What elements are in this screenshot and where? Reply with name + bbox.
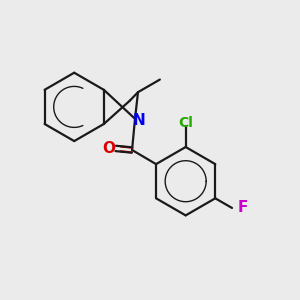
Text: F: F bbox=[237, 200, 248, 215]
Text: N: N bbox=[132, 113, 145, 128]
Text: Cl: Cl bbox=[178, 116, 193, 130]
Text: O: O bbox=[102, 140, 115, 155]
